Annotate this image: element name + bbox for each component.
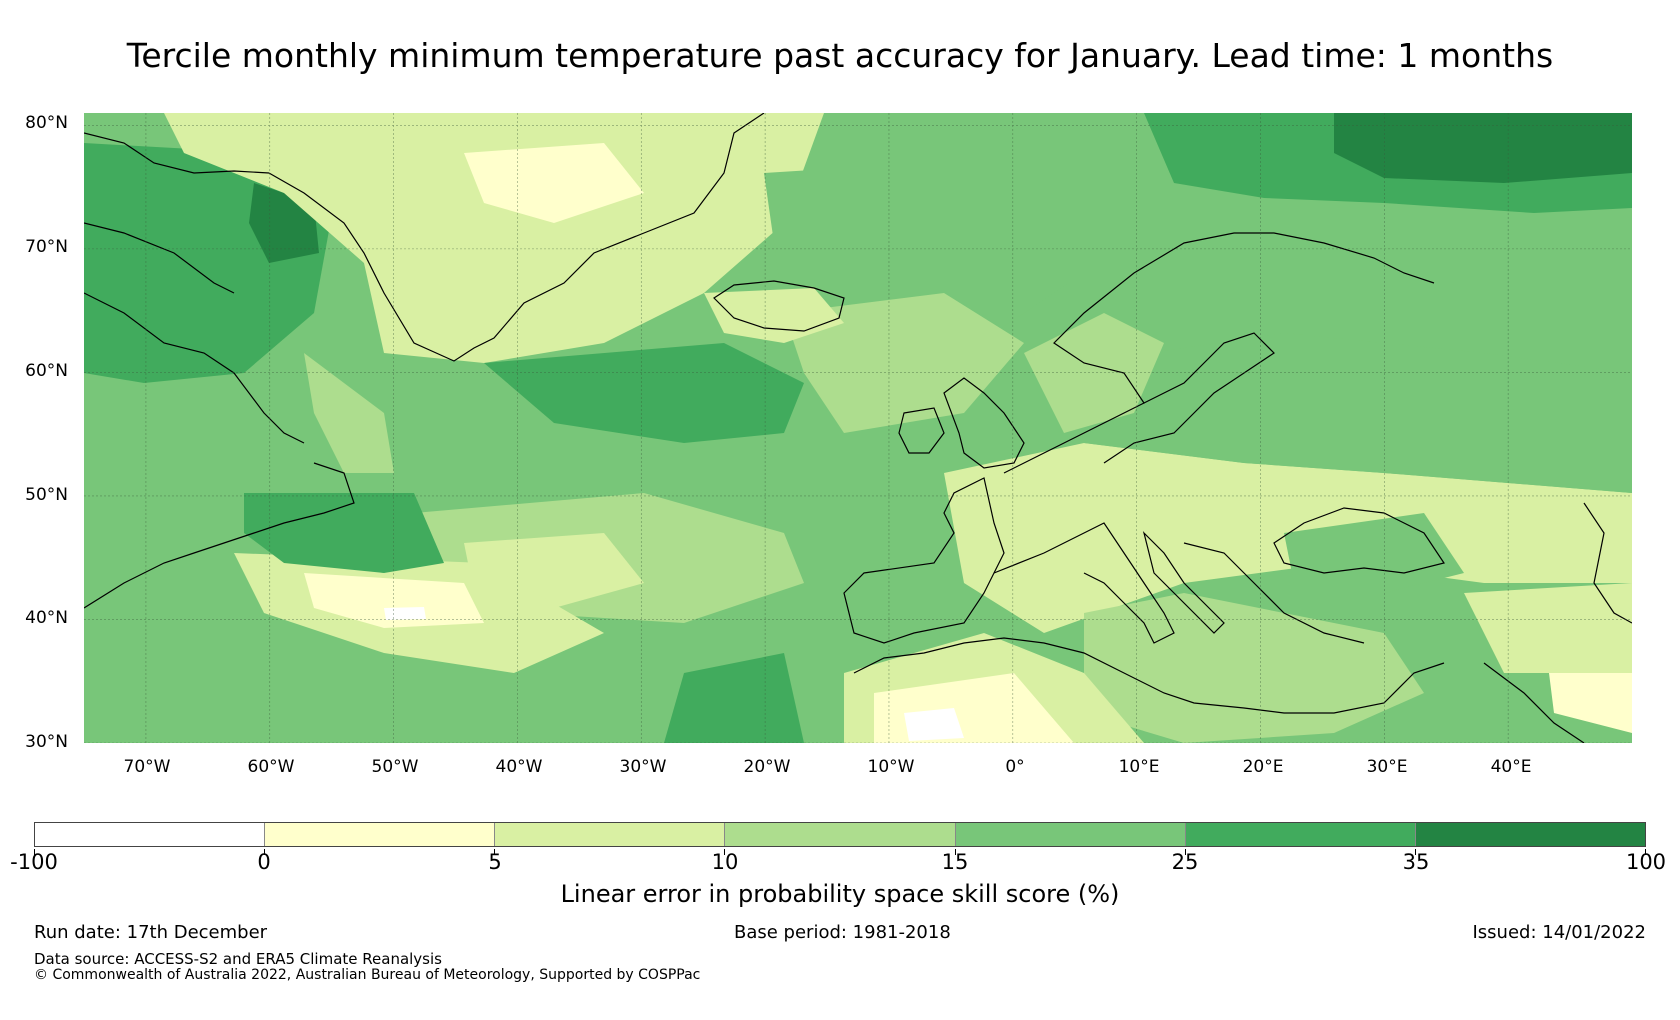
colorbar-label-0: 0 (257, 850, 271, 874)
data-source: Data source: ACCESS-S2 and ERA5 Climate … (34, 950, 442, 968)
coast-italy (1142, 531, 1225, 634)
colorbar-segment-2 (494, 823, 725, 846)
region-negative-patch (384, 607, 426, 620)
lon-label-40w: 40°W (495, 757, 543, 777)
region-nw-atlantic-high (244, 493, 444, 573)
skill-map-canvas (84, 113, 1632, 743)
colorbar-tick (1645, 849, 1646, 855)
lon-label-10w: 10°W (867, 757, 915, 777)
colorbar-segment-0 (35, 823, 265, 846)
colorbar-segment-6 (1414, 823, 1645, 846)
coastlines (84, 113, 1632, 743)
colorbar-label-35: 35 (1402, 850, 1430, 874)
lat-label-70: 70°N (25, 237, 68, 257)
coast-baltic (1103, 332, 1275, 464)
region-europe-mid (1084, 333, 1632, 493)
lat-label-30: 30°N (25, 732, 68, 752)
colorbar (34, 822, 1646, 847)
coast-red-sea (1483, 662, 1585, 743)
region-barents-veryhigh (1334, 113, 1632, 183)
coast-iceland (713, 280, 845, 332)
region-black-sea-mid (1284, 513, 1464, 593)
region-mediterranean-mid (1084, 593, 1424, 743)
lon-label-10e: 10°E (1118, 757, 1160, 777)
colorbar-label-15: 15 (941, 850, 969, 874)
colorbar-tick (724, 849, 726, 855)
lon-label-40e: 40°E (1490, 757, 1532, 777)
colorbar-tick (34, 849, 35, 855)
colorbar-tick (954, 849, 956, 855)
coast-iberia (843, 477, 1005, 644)
coast-baffin (84, 132, 270, 294)
colorbar-label-minus100: -100 (10, 850, 58, 874)
coast-north-africa (853, 637, 1445, 714)
issued-date: Issued: 14/01/2022 (1472, 922, 1646, 943)
coast-british-isles (898, 377, 1025, 469)
coast-caspian (1583, 502, 1632, 624)
colorbar-label-100: 100 (1625, 850, 1667, 874)
region-canary-high (664, 653, 804, 743)
region-norwegian-sea-light (784, 293, 1024, 433)
skill-map (84, 113, 1632, 743)
region-scandinavia-light (1024, 313, 1164, 433)
colorbar-segment-1 (264, 823, 495, 846)
chart-title: Tercile monthly minimum temperature past… (126, 36, 1554, 75)
region-north-atlantic-high (484, 343, 804, 443)
colorbar-label-25: 25 (1171, 850, 1199, 874)
colorbar-segment-4 (954, 823, 1185, 846)
lat-label-60: 60°N (25, 361, 68, 381)
lon-label-30e: 30°E (1366, 757, 1408, 777)
region-newfoundland-light (304, 353, 394, 473)
colorbar-title: Linear error in probability space skill … (560, 880, 1120, 908)
colorbar-label-10: 10 (711, 850, 739, 874)
copyright: © Commonwealth of Australia 2022, Austra… (34, 967, 701, 983)
skill-regions (84, 113, 1632, 743)
base-period: Base period: 1981-2018 (734, 922, 951, 943)
coast-labrador (84, 292, 355, 609)
lon-label-0: 0° (1005, 757, 1025, 777)
region-middle-east-light (1464, 583, 1632, 673)
lon-label-30w: 30°W (619, 757, 667, 777)
region-greenland-low (464, 143, 644, 223)
region-subtropical-lowest (304, 573, 484, 628)
coast-black-sea (1273, 507, 1445, 574)
lon-label-70w: 70°W (123, 757, 171, 777)
colorbar-segment-5 (1184, 823, 1415, 846)
lon-label-60w: 60°W (247, 757, 295, 777)
colorbar-tick (1184, 849, 1186, 855)
coast-greenland (268, 113, 765, 362)
graticule (84, 113, 1632, 743)
lat-label-50: 50°N (25, 485, 68, 505)
lat-label-80: 80°N (25, 113, 68, 133)
region-sahara-negative (904, 708, 964, 741)
coast-france-norway (1003, 232, 1435, 474)
colorbar-segment-3 (724, 823, 955, 846)
colorbar-tick (1414, 849, 1416, 855)
lat-label-40: 40°N (25, 608, 68, 628)
region-greenland-sea-light (164, 113, 824, 363)
colorbar-label-5: 5 (488, 850, 502, 874)
lon-label-20w: 20°W (743, 757, 791, 777)
lon-label-20e: 20°E (1242, 757, 1284, 777)
colorbar-tick (264, 849, 266, 855)
coast-mediterranean-north (993, 522, 1365, 644)
colorbar-tick (494, 849, 496, 855)
run-date: Run date: 17th December (34, 922, 268, 943)
lon-label-50w: 50°W (371, 757, 419, 777)
